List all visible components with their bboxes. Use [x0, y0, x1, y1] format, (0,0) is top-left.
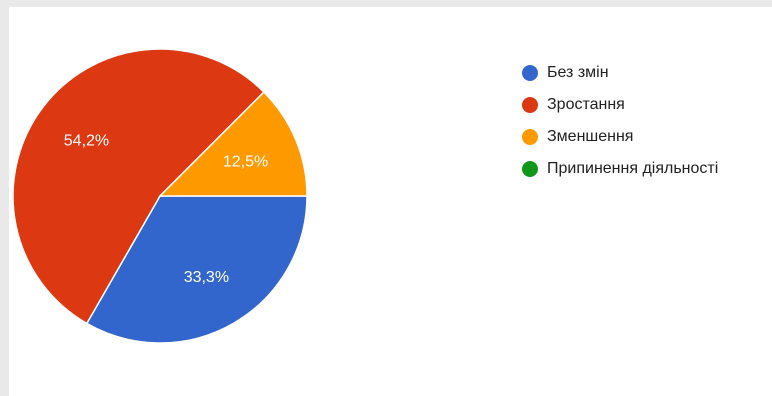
legend-swatch — [522, 161, 538, 177]
slice-label: 12,5% — [223, 154, 268, 171]
pie-chart: 33,3% 54,2% 12,5% — [12, 48, 308, 344]
legend-item-growth[interactable]: Зростання — [522, 89, 718, 121]
legend-label: Припинення діяльності — [547, 160, 719, 177]
legend-swatch — [522, 65, 538, 81]
pie-slice[interactable] — [12, 48, 266, 325]
slice-label: 33,3% — [184, 269, 229, 286]
legend-label: Зменшення — [547, 128, 634, 145]
pie-slice[interactable] — [158, 90, 308, 197]
legend-label: Без змін — [547, 64, 609, 81]
legend-item-termination[interactable]: Припинення діяльності — [522, 153, 718, 185]
legend-label: Зростання — [547, 96, 625, 113]
slice-label: 54,2% — [64, 133, 109, 150]
legend-swatch — [522, 97, 538, 113]
pie-slice[interactable] — [85, 195, 308, 344]
legend-item-decrease[interactable]: Зменшення — [522, 121, 718, 153]
legend: Без змін Зростання Зменшення Припинення … — [522, 57, 718, 185]
legend-item-no-change[interactable]: Без змін — [522, 57, 718, 89]
chart-card: 33,3% 54,2% 12,5% Без змін Зростання Зменш… — [9, 7, 772, 396]
legend-swatch — [522, 129, 538, 145]
